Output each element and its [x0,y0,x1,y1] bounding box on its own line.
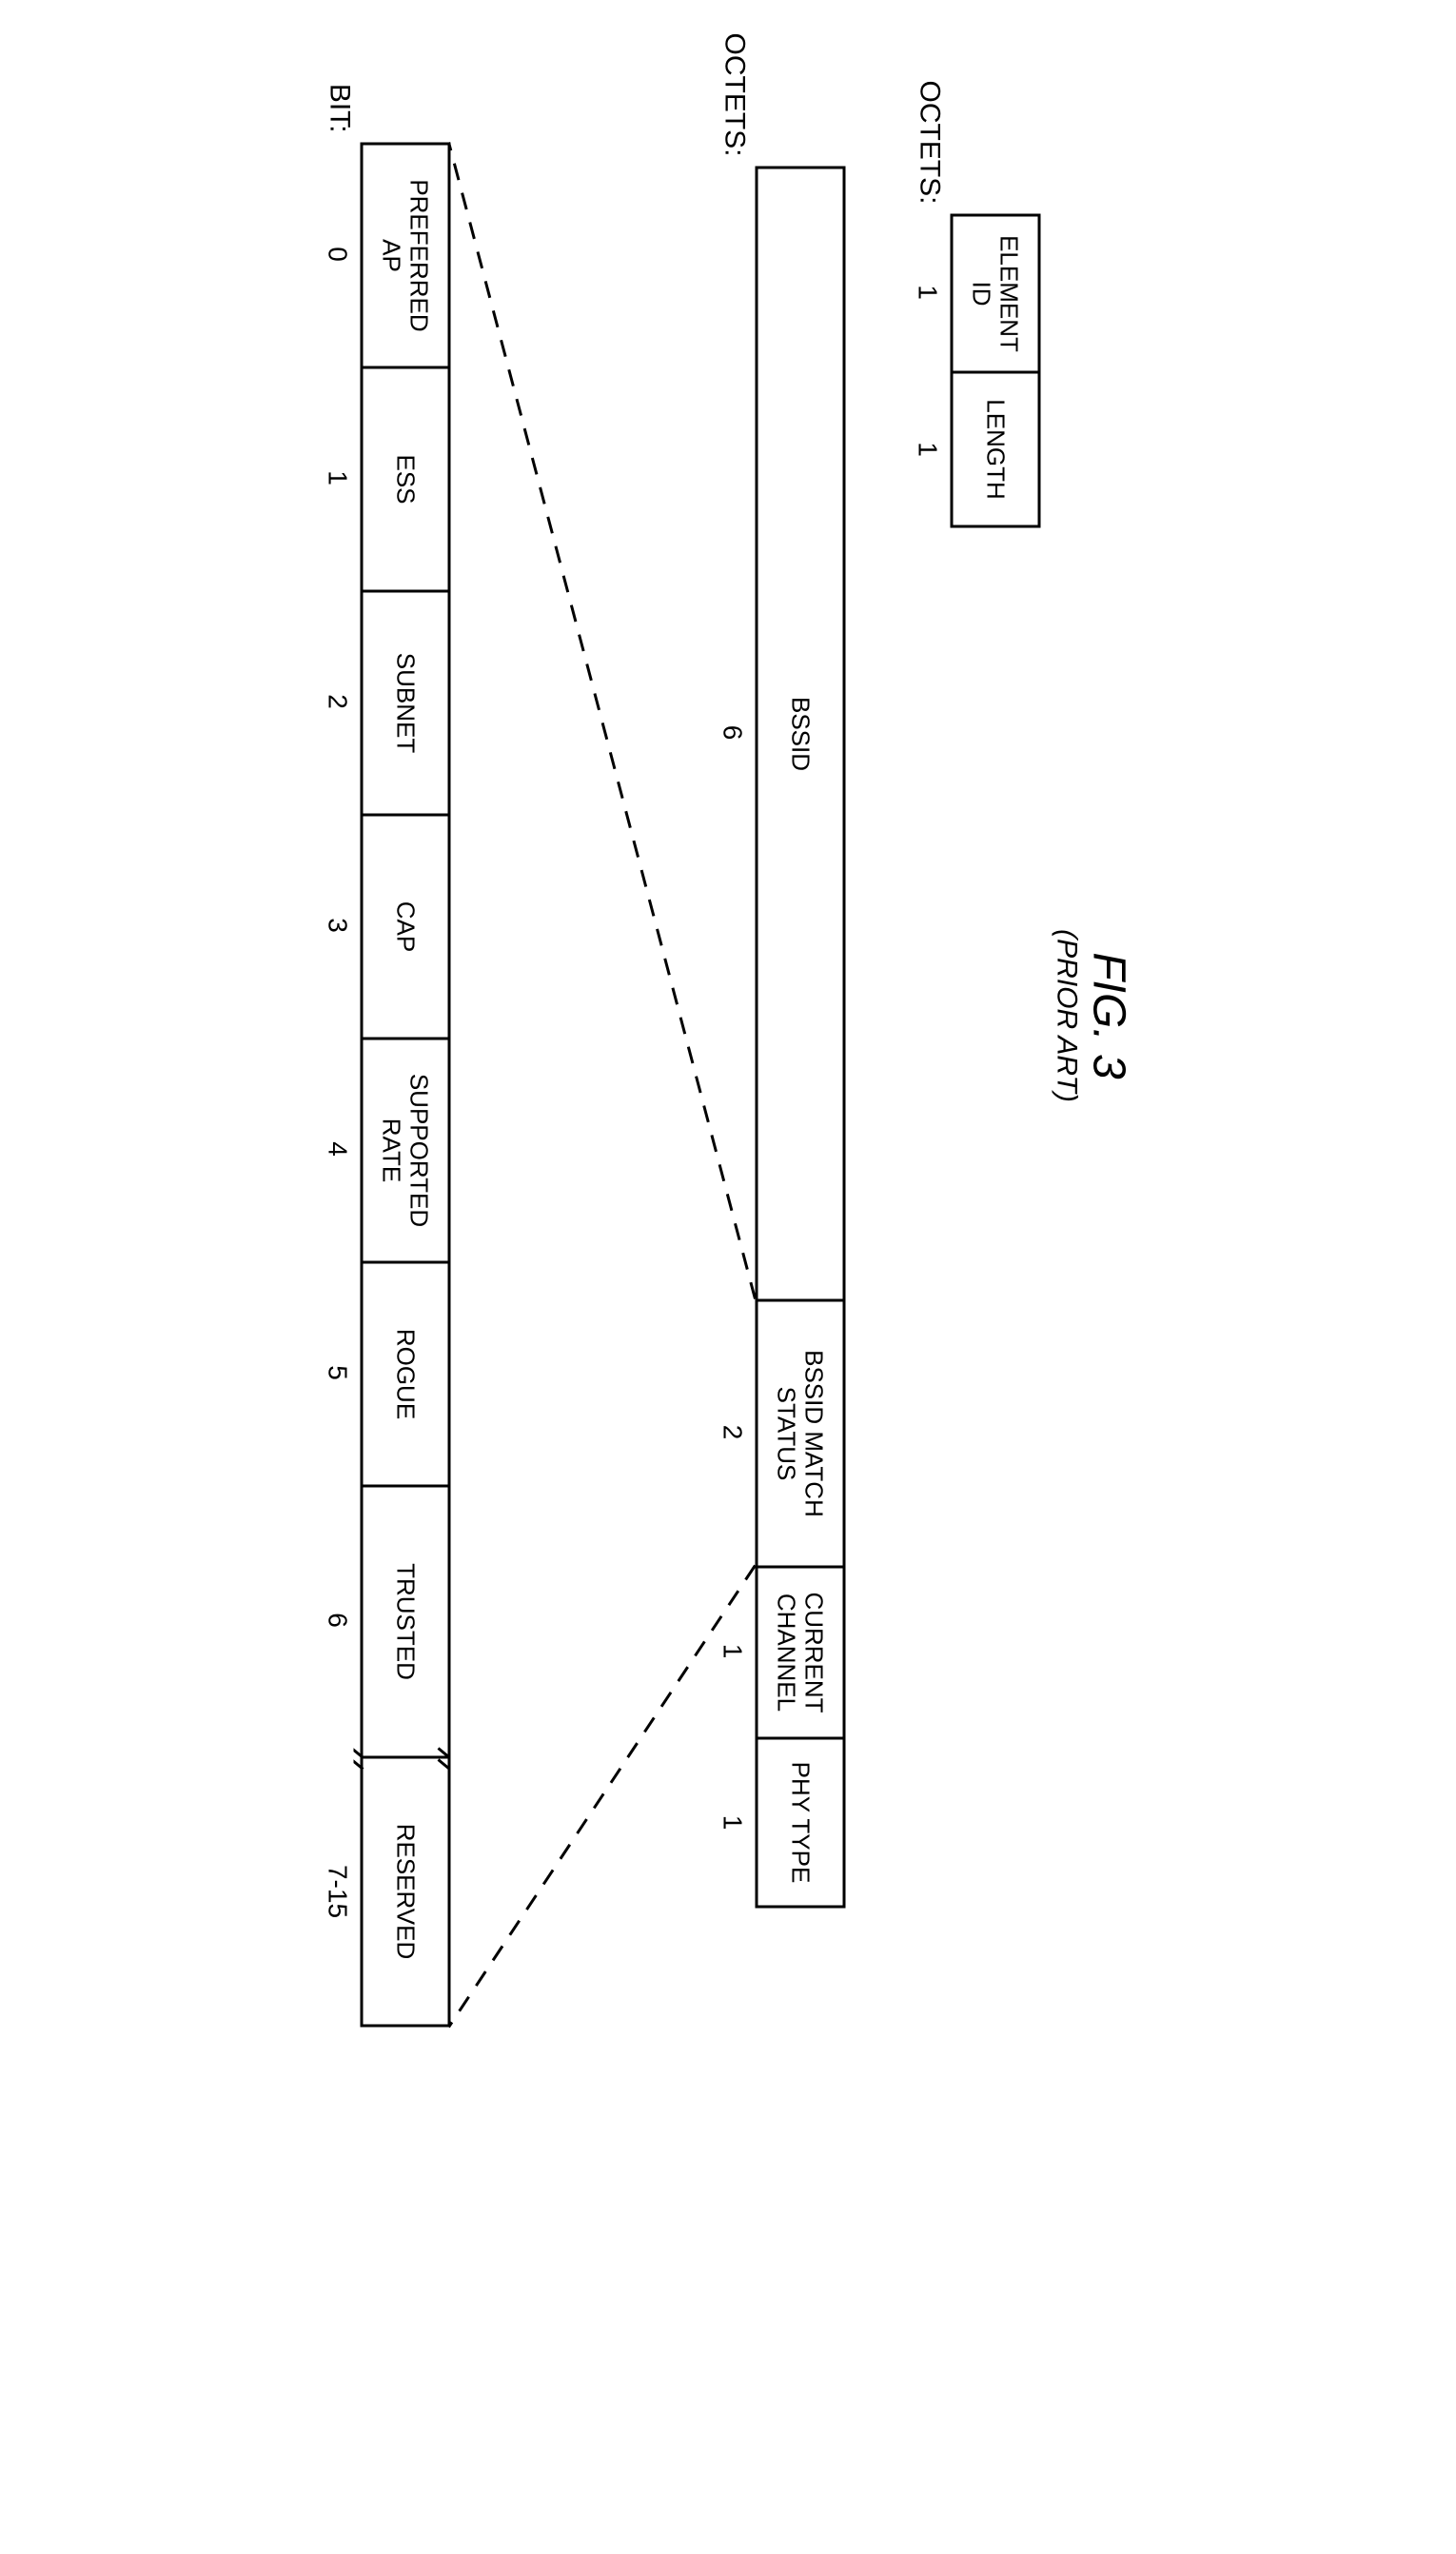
row1-cell: ELEMENTID [950,214,1040,371]
row1-col: ELEMENTID 1 [912,214,1040,371]
row3-col: SUPPORTEDRATE 4 [322,1038,450,1261]
row2-cell: CURRENTCHANNEL [755,1566,845,1737]
row2-cell: BSSID [755,167,845,1299]
row3-cell: ROGUE [360,1261,450,1485]
row3-value: 1 [322,470,352,485]
diagram-page: FIG. 3 (PRIOR ART) OCTETS: ELEMENTID1LEN… [322,5,1134,2028]
row2-col: BSSID 6 [717,167,845,1299]
row1-value: 1 [912,442,942,457]
row3-col: PREFERREDAP 0 [322,143,450,366]
row3-value: 7-15 [322,1865,352,1918]
row3-value: 5 [322,1365,352,1380]
row3-value: 0 [322,247,352,262]
row3-col: ROGUE 5 [322,1261,450,1485]
figure-title-block: FIG. 3 (PRIOR ART) [1050,5,1134,2028]
row3-cell: SUPPORTEDRATE [360,1038,450,1261]
row2-value: 2 [717,1425,747,1440]
row3-cell: TRUSTED [360,1485,450,1756]
row3-cell: ESS [360,366,450,590]
row3-cell: PREFERREDAP [360,143,450,366]
row3-fields: PREFERREDAP 0 ESS 1 SUBNET 2 CAP 3 SUPPORTEDRATE… [322,143,450,2028]
row3-col: SUBNET 2 [322,590,450,814]
row-header: OCTETS: ELEMENTID 1 LENGTH 1 [912,5,1040,2028]
row-label-bit: BIT: [323,5,450,143]
row2-col: CURRENTCHANNEL 1 [717,1566,845,1737]
row1-col: LENGTH 1 [912,371,1040,528]
figure-subtitle: (PRIOR ART) [1050,5,1082,2028]
row2-value: 1 [717,1644,747,1659]
row3-col: ESS 1 [322,366,450,590]
row2-fields: BSSID6BSSID MATCHSTATUS2CURRENTCHANNEL1P… [717,167,845,1909]
row3-col: TRUSTED 6 [322,1485,450,1756]
row2-col: PHY TYPE 1 [717,1737,845,1909]
row-bits: BIT: PREFERREDAP 0 ESS 1 SUBNET 2 CAP 3 SUPPORTE… [322,5,450,2028]
row1-cell: LENGTH [950,371,1040,528]
row2-value: 6 [717,725,747,741]
row2-col: BSSID MATCHSTATUS 2 [717,1299,845,1566]
row2-value: 1 [717,1815,747,1831]
row-record: OCTETS: BSSID 6 BSSID MATCHSTATUS 2 CURRENTC… [717,5,845,2028]
row-label-octets-2: OCTETS: [718,5,845,167]
row3-cell: CAP [360,814,450,1038]
row3-value: 2 [322,694,352,709]
figure-number: FIG. 3 [1082,5,1134,2028]
row3-col: RESERVED 7-15 [322,1756,450,2028]
row3-value: 6 [322,1613,352,1628]
break-ticks-icon [353,1747,451,1772]
row1-value: 1 [912,285,942,300]
row3-cell: RESERVED [360,1756,450,2028]
row3-value: 4 [322,1141,352,1157]
row-label-octets-1: OCTETS: [913,5,1040,214]
row3-col: CAP 3 [322,814,450,1038]
row2-cell: BSSID MATCHSTATUS [755,1299,845,1566]
row3-value: 3 [322,918,352,933]
row3-cell: SUBNET [360,590,450,814]
row1-fields: ELEMENTID 1 LENGTH 1 [912,214,1040,528]
row2-cell: PHY TYPE [755,1737,845,1909]
